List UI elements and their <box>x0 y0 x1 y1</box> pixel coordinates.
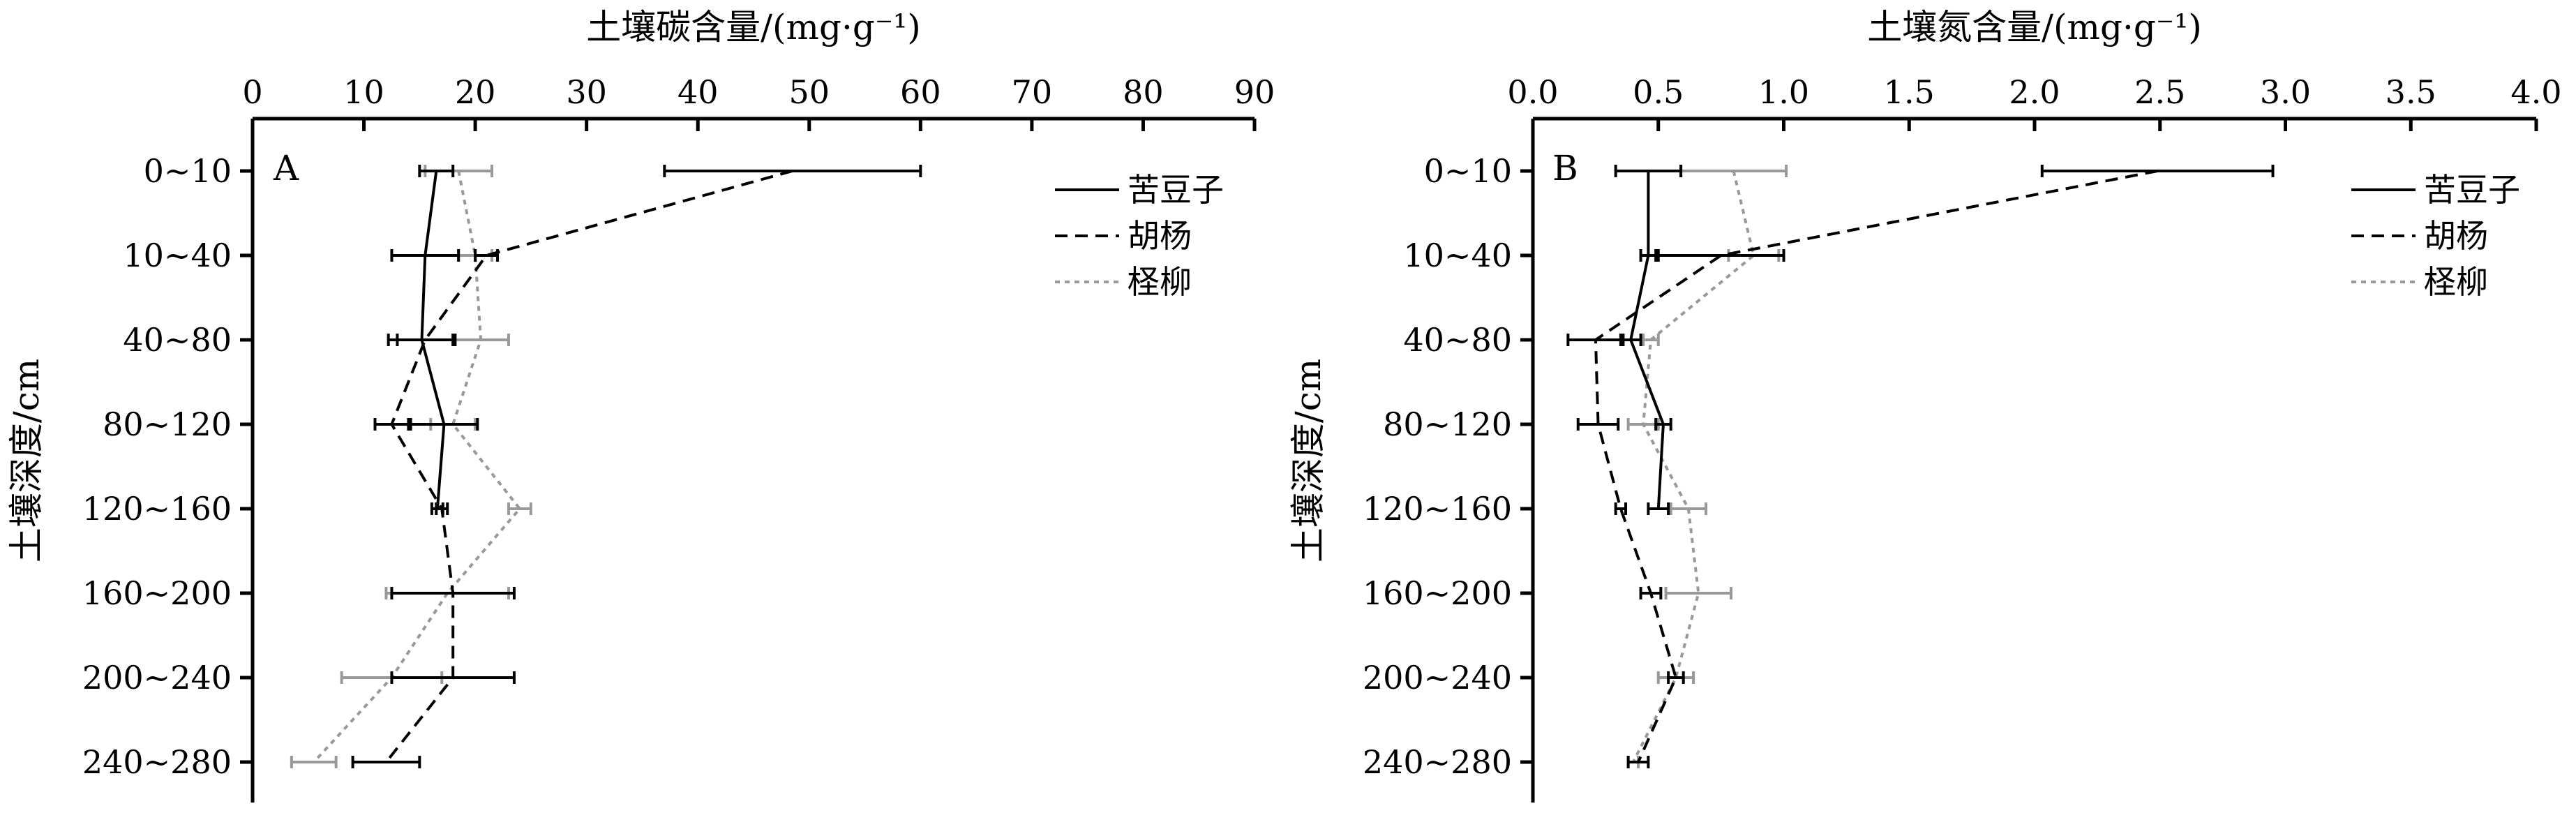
y-tick-label: 200~240 <box>82 659 232 696</box>
x-tick-label: 20 <box>455 73 496 111</box>
x-tick-label: 50 <box>789 73 830 111</box>
series-line-2 <box>1594 170 2158 763</box>
x-tick-label: 0.5 <box>1633 73 1684 111</box>
series-line-3 <box>313 170 522 763</box>
panel-b: 0.0 0.5 1.0 1.5 2.0 2.5 3.0 3.5 4.0 土壤氮含量/(mg·g⁻¹… <box>1288 7 2562 803</box>
series-line-3 <box>1632 170 1755 763</box>
y-tick-label: 160~200 <box>1363 574 1512 612</box>
y-tick-label: 120~160 <box>1363 490 1512 528</box>
panel-label-b: B <box>1552 148 1578 188</box>
y-tick-label: 10~40 <box>123 237 232 274</box>
y-tick-label: 40~80 <box>123 321 232 359</box>
y-tick-label: 120~160 <box>82 490 232 528</box>
x-tick-label: 1.5 <box>1884 73 1935 111</box>
y-tick-label: 80~120 <box>1383 405 1512 443</box>
x-axis-title: 土壤碳含量/(mg·g⁻¹) <box>586 7 921 47</box>
legend-label: 苦豆子 <box>2424 171 2520 209</box>
x-tick-label: 30 <box>566 73 607 111</box>
legend-label: 胡杨 <box>2424 217 2488 255</box>
x-tick-label: 10 <box>343 73 384 111</box>
y-tick-label: 0~10 <box>1424 152 1512 190</box>
series-line-1 <box>1629 171 1665 509</box>
legend-label: 苦豆子 <box>1128 171 1224 209</box>
y-tick-label: 40~80 <box>1403 321 1512 359</box>
y-tick-label: 160~200 <box>82 574 232 612</box>
y-axis-title: 土壤深度/cm <box>6 359 47 562</box>
x-tick-label: 3.5 <box>2386 73 2436 111</box>
y-tick-label: 0~10 <box>144 152 232 190</box>
legend-label: 柽柳 <box>2424 263 2488 301</box>
x-tick-label: 80 <box>1123 73 1164 111</box>
y-tick-label: 200~240 <box>1363 659 1512 696</box>
x-axis-title: 土壤氮含量/(mg·g⁻¹) <box>1867 7 2202 47</box>
x-tick-label: 40 <box>677 73 719 111</box>
x-tick-label: 2.5 <box>2134 73 2185 111</box>
x-tick-label: 2.0 <box>2009 73 2060 111</box>
x-tick-label: 4.0 <box>2510 73 2561 111</box>
y-tick-label: 240~280 <box>1363 743 1512 781</box>
legend-label: 胡杨 <box>1128 217 1192 255</box>
x-tick-label: 3.0 <box>2260 73 2311 111</box>
x-tick-label: 90 <box>1234 73 1275 111</box>
panel-label-a: A <box>273 148 299 188</box>
series-line-1 <box>420 170 446 509</box>
x-tick-label: 0.0 <box>1507 73 1558 111</box>
y-axis-title: 土壤深度/cm <box>1288 359 1328 562</box>
x-tick-label: 70 <box>1012 73 1053 111</box>
legend-label: 柽柳 <box>1128 263 1192 301</box>
x-tick-label: 60 <box>900 73 941 111</box>
x-tick-label: 0 <box>242 73 262 111</box>
x-tick-label: 1.0 <box>1758 73 1809 111</box>
panel-a: 0 10 20 30 40 50 60 70 80 90 土壤碳含量/(mg·g⁻¹) 0~10 10~… <box>6 7 1275 803</box>
y-tick-label: 10~40 <box>1403 237 1512 274</box>
y-tick-label: 80~120 <box>103 405 232 443</box>
series-line-2 <box>384 170 793 763</box>
y-tick-label: 240~280 <box>82 743 232 781</box>
